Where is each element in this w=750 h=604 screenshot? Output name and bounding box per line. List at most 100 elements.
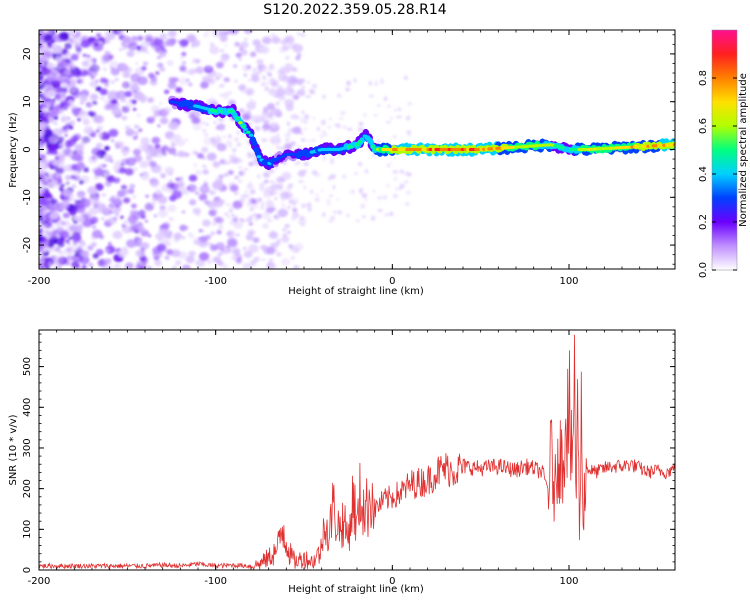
noise-blob	[175, 138, 186, 147]
spectrogram-x-tick-label: 100	[559, 276, 578, 287]
noise-blob	[162, 222, 170, 230]
noise-blob	[41, 63, 46, 67]
noise-blob	[224, 212, 229, 216]
noise-blob	[64, 69, 71, 76]
noise-blob	[93, 42, 99, 47]
noise-blob	[276, 252, 282, 257]
noise-blob	[46, 89, 56, 98]
ridge-core	[256, 155, 262, 159]
noise-blob	[79, 95, 88, 102]
noise-blob	[126, 50, 135, 58]
ridge-core	[360, 137, 365, 141]
noise-blob	[204, 180, 208, 183]
noise-blob	[103, 79, 110, 84]
noise-blob	[198, 193, 208, 201]
colorbar-frame	[711, 29, 738, 271]
noise-blob	[262, 212, 271, 220]
noise-blob	[91, 155, 97, 160]
colorbar-tick-label: 0.8	[698, 70, 709, 86]
ridge-core	[362, 134, 368, 138]
noise-blob	[98, 133, 102, 137]
noise-blob	[60, 126, 69, 133]
noise-blob	[126, 239, 137, 248]
noise-blob	[72, 240, 78, 245]
noise-blob	[332, 210, 338, 214]
snr-series	[39, 334, 675, 570]
noise-blob	[182, 236, 186, 240]
noise-blob	[183, 190, 189, 195]
noise-blob	[241, 113, 251, 121]
noise-blob	[284, 190, 287, 194]
noise-blob	[329, 194, 334, 198]
noise-blob	[268, 103, 275, 107]
noise-blob	[167, 147, 177, 155]
noise-blob	[354, 172, 358, 176]
noise-blob	[40, 255, 44, 258]
noise-blob	[50, 39, 56, 44]
noise-blob	[309, 88, 313, 94]
noise-blob	[300, 32, 306, 38]
noise-blob	[187, 232, 193, 237]
noise-blob	[103, 134, 111, 140]
noise-blob	[71, 107, 81, 115]
noise-blob	[181, 210, 186, 214]
noise-blob	[125, 128, 135, 137]
noise-blob	[246, 183, 254, 190]
noise-blob	[186, 78, 190, 82]
noise-blob	[270, 183, 280, 191]
noise-blob	[269, 129, 274, 133]
noise-blob	[295, 56, 301, 61]
noise-blob	[120, 184, 128, 190]
noise-blob	[368, 81, 372, 86]
noise-blob	[314, 197, 320, 202]
noise-blob	[154, 143, 161, 149]
noise-blob	[166, 182, 175, 189]
noise-blob	[92, 229, 103, 239]
noise-blob	[234, 42, 240, 47]
noise-blob	[43, 57, 48, 61]
noise-blob	[168, 121, 179, 131]
noise-blob	[262, 223, 269, 229]
noise-blob	[287, 133, 290, 136]
noise-blob	[372, 189, 376, 193]
noise-blob	[95, 142, 103, 149]
noise-blob	[89, 102, 94, 106]
noise-blob	[249, 154, 255, 157]
noise-blob	[287, 206, 291, 209]
noise-blob	[249, 208, 254, 212]
noise-blob	[202, 164, 207, 169]
noise-blob	[122, 45, 128, 51]
noise-blob	[117, 190, 125, 198]
spectrogram-y-tick-label: 20	[22, 48, 33, 61]
noise-blob	[238, 57, 243, 61]
noise-blob	[192, 122, 202, 131]
noise-blob	[109, 60, 118, 68]
noise-blob	[342, 174, 347, 179]
noise-blob	[46, 62, 54, 70]
noise-blob	[68, 236, 73, 240]
heatmap-noise-blobs	[39, 30, 413, 269]
noise-blob	[194, 151, 198, 155]
noise-blob	[50, 119, 54, 123]
noise-blob	[122, 225, 132, 234]
noise-blob	[321, 130, 327, 133]
noise-blob	[69, 86, 78, 94]
noise-blob	[99, 88, 108, 96]
noise-blob	[334, 123, 338, 127]
noise-blob	[368, 95, 374, 98]
noise-blob	[115, 144, 121, 149]
noise-blob	[274, 197, 278, 200]
noise-blob	[204, 200, 210, 205]
noise-blob	[156, 152, 163, 158]
noise-blob	[184, 138, 189, 142]
noise-blob	[123, 146, 129, 151]
noise-blob	[64, 134, 68, 137]
noise-blob	[241, 171, 246, 176]
noise-blob	[47, 261, 53, 266]
noise-blob	[88, 262, 94, 267]
noise-blob	[136, 113, 141, 118]
noise-blob	[363, 112, 367, 118]
noise-blob	[279, 186, 283, 189]
snr-y-tick-label: 0	[22, 567, 33, 573]
noise-blob	[55, 173, 61, 178]
